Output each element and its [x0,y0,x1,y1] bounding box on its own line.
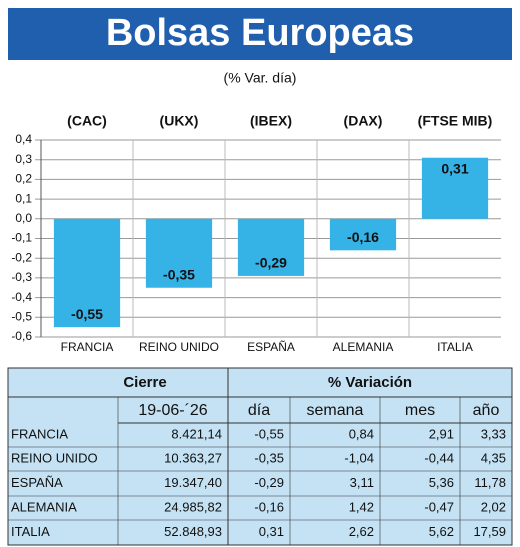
row-label: FRANCIA [11,426,68,441]
table-subheader: 19-06-´26 [138,402,207,419]
bar [145,218,213,288]
index-label: (UKX) [160,113,199,129]
table-cell: 2,62 [349,524,374,539]
index-label: (IBEX) [250,113,292,129]
x-tick-label: ITALIA [437,340,473,354]
table-cell: 10.363,27 [164,450,222,465]
table-cell: -1,04 [344,450,374,465]
table-cell: 19.347,40 [164,475,222,490]
table-cell: 24.985,82 [164,499,222,514]
y-tick-label: -0,5 [11,309,32,323]
title-banner [8,8,512,60]
table-cell: 11,78 [474,475,506,490]
table-cell: 17,59 [473,524,506,539]
index-label: (CAC) [67,113,107,129]
y-tick-label: -0,3 [11,270,32,284]
bar [421,157,489,219]
table-cell: 52.848,93 [164,524,222,539]
row-label: ITALIA [11,524,50,539]
row-label: ALEMANIA [11,499,77,514]
table-subheader: día [248,402,270,419]
chart-title: Bolsas Europeas [106,12,414,54]
value-label: -0,35 [163,266,195,282]
table-cell: 2,02 [481,499,506,514]
value-label: 0,31 [441,160,468,176]
table-cell: -0,47 [424,499,454,514]
table-cell: -0,55 [254,426,284,441]
table-cell: 4,35 [481,450,506,465]
y-tick-label: 0,2 [15,172,32,186]
y-tick-label: -0,2 [11,250,32,264]
table-header: % Variación [328,374,412,391]
table-cell: 8.421,14 [171,426,222,441]
value-label: -0,29 [255,255,287,271]
bar [237,218,305,276]
table-cell: 0,84 [349,426,374,441]
y-tick-label: 0,1 [15,191,32,205]
table-cell: 0,31 [259,524,284,539]
table-header: Cierre [123,374,166,391]
table-cell: -0,29 [254,475,284,490]
row-label: REINO UNIDO [11,450,98,465]
table-subheader: semana [307,402,364,419]
y-tick-label: 0,3 [15,152,32,166]
bar [329,218,397,251]
table-subheader: año [473,402,500,419]
x-tick-label: ALEMANIA [333,340,394,354]
table-cell: 3,11 [350,475,374,490]
x-tick-label: REINO UNIDO [139,340,219,354]
chart-subtitle: (% Var. día) [224,70,297,86]
row-label: ESPAÑA [11,475,63,490]
table-subheader: mes [405,402,435,419]
y-tick-label: -0,4 [11,290,32,304]
y-tick-label: 0,0 [15,211,32,225]
table-cell: -0,16 [254,499,284,514]
table-cell: 5,62 [429,524,454,539]
table-cell: -0,44 [424,450,454,465]
index-label: (FTSE MIB) [418,113,493,129]
table-cell: 2,91 [429,426,454,441]
x-tick-label: ESPAÑA [247,340,295,354]
x-tick-label: FRANCIA [61,340,114,354]
value-label: -0,16 [347,229,379,245]
bar [53,218,121,328]
y-tick-label: 0,4 [15,132,32,146]
value-label: -0,55 [71,306,103,322]
table-cell: -0,35 [254,450,284,465]
table-cell: 5,36 [429,475,454,490]
table-cell: 3,33 [481,426,506,441]
table-cell: 1,42 [349,499,374,514]
y-tick-label: -0,6 [11,329,32,343]
y-tick-label: -0,1 [11,231,32,245]
index-label: (DAX) [344,113,383,129]
